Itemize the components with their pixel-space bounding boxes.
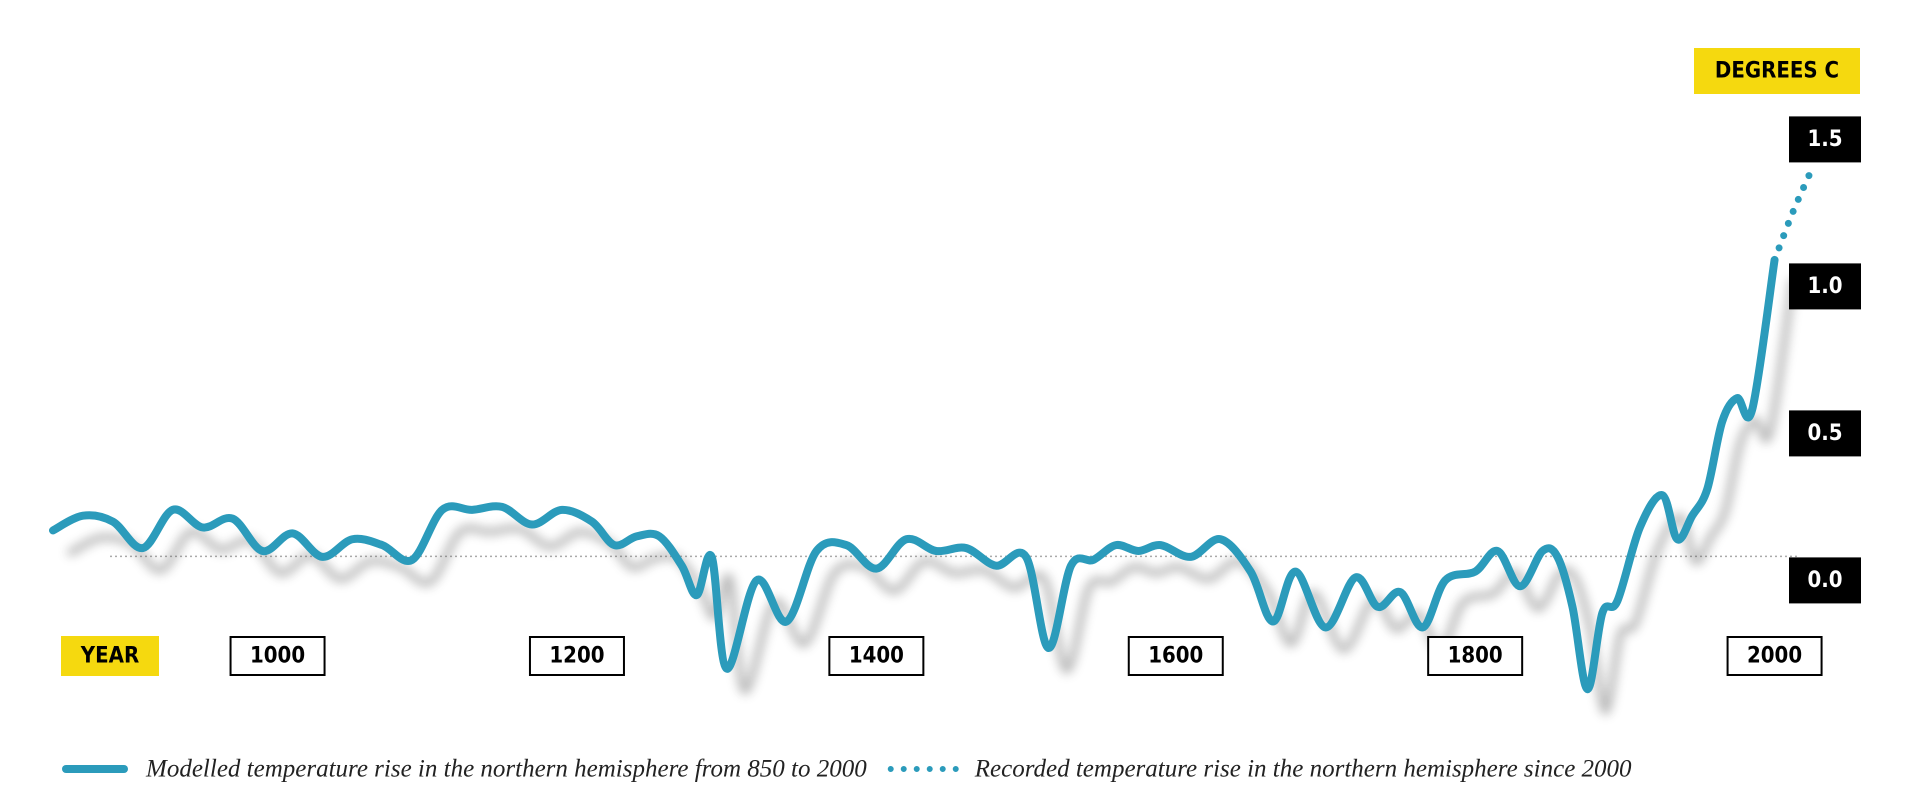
x-axis-label: YEAR (80, 644, 139, 669)
y-tick-box (1789, 410, 1861, 457)
x-tick-box (828, 636, 925, 676)
x-tick-label: 1400 (849, 644, 904, 669)
x-tick-label: 2000 (1747, 644, 1802, 669)
line-shadow (67, 277, 1797, 716)
x-tick-label: 1800 (1448, 644, 1503, 669)
x-tick-box (229, 636, 326, 676)
y-tick-box (1789, 263, 1861, 310)
y-label-bg (1694, 48, 1860, 94)
shadow (67, 277, 1797, 716)
x-tick-box (1427, 636, 1524, 676)
legend: Modelled temperature rise in the norther… (62, 756, 1632, 783)
legend-label: Recorded temperature rise in the norther… (974, 756, 1632, 783)
ticks: 0.0 0.5 1.0 1.5 1000 1200 1400 1600 1800 2000 (229, 116, 1861, 676)
legend-label: Modelled temperature rise in the norther… (145, 756, 867, 783)
lines (49, 165, 1816, 694)
y-axis-label: DEGREES C (1715, 59, 1839, 84)
line (1771, 165, 1816, 264)
x-tick-box (1726, 636, 1823, 676)
x-label-bg (61, 636, 159, 676)
x-tick-label: 1600 (1148, 644, 1203, 669)
y-tick-box (1789, 116, 1861, 163)
x-tick-box (528, 636, 625, 676)
x-tick-label: 1000 (250, 644, 305, 669)
x-tick-label: 1200 (549, 644, 604, 669)
y-tick-box (1789, 557, 1861, 604)
y-tick-label: 0.5 (1807, 421, 1842, 446)
y-tick-label: 1.5 (1807, 127, 1842, 152)
x-tick-box (1127, 636, 1224, 676)
y-tick-label: 0.0 (1807, 568, 1842, 593)
line (49, 255, 1779, 694)
y-tick-label: 1.0 (1807, 274, 1842, 299)
